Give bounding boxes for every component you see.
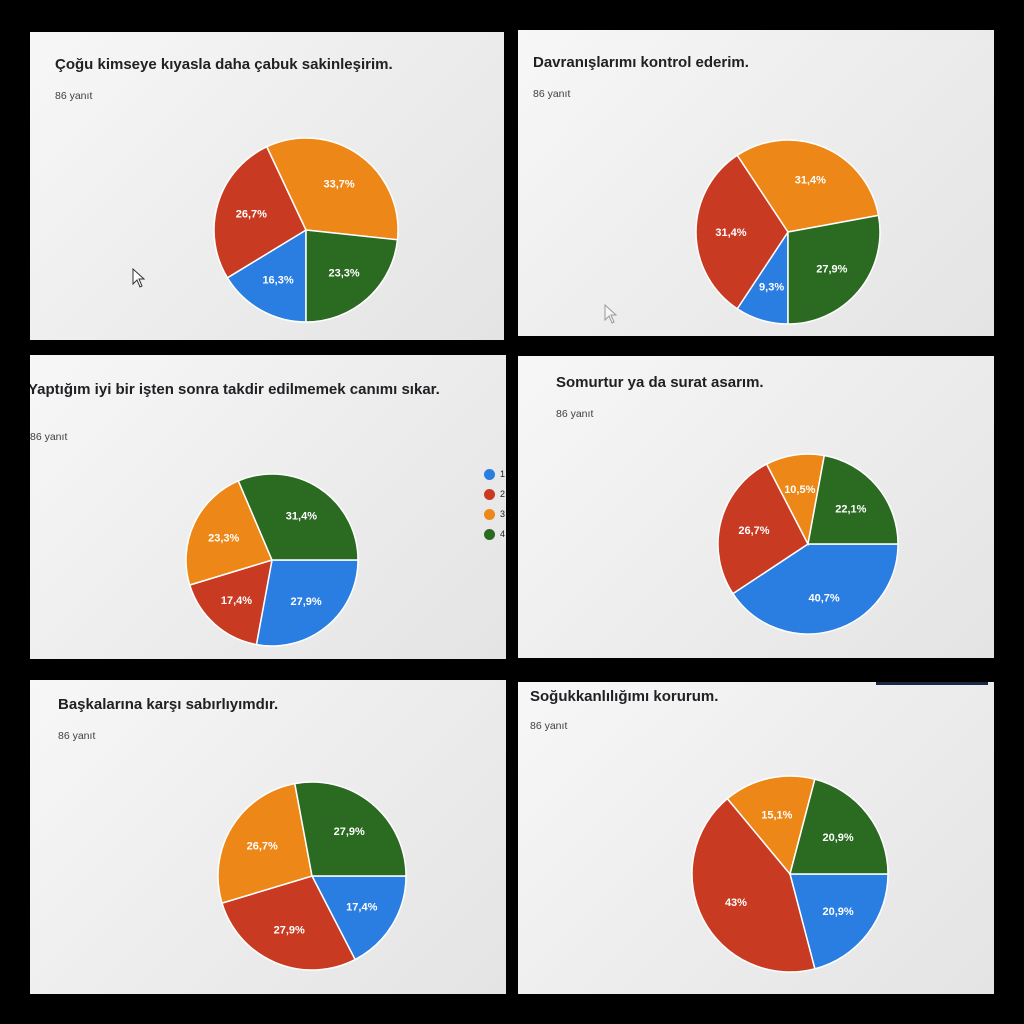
- pie-slice-4: [789, 778, 889, 875]
- pie-slice-2: [717, 463, 809, 595]
- slice-label-1: 17,4%: [346, 901, 377, 913]
- chart-title: Somurtur ya da surat asarım.: [556, 374, 764, 391]
- pie-slice-1: [255, 559, 359, 647]
- response-count: 86 yanıt: [58, 730, 96, 742]
- chart-title: Yaptığım iyi bir işten sonra takdir edil…: [30, 381, 440, 398]
- slice-label-2: 17,4%: [221, 595, 252, 607]
- slice-label-4: 22,1%: [835, 503, 866, 515]
- mouse-cursor-icon: [604, 304, 618, 324]
- chart-panel-4: Somurtur ya da surat asarım. 86 yanıt 40…: [518, 356, 994, 658]
- pie-slice-2: [188, 558, 273, 646]
- pie-slice-2: [691, 797, 816, 973]
- legend-swatch-2: [484, 489, 495, 500]
- chart-title: Çoğu kimseye kıyasla daha çabuk sakinleş…: [55, 56, 393, 73]
- pie-slice-3: [185, 479, 274, 586]
- pie-slice-4: [807, 454, 899, 545]
- slice-label-1: 40,7%: [808, 592, 839, 604]
- pie-slice-4: [293, 781, 407, 877]
- slice-label-1: 20,9%: [823, 906, 854, 918]
- pie-slice-4: [787, 214, 881, 325]
- slice-label-1: 27,9%: [291, 596, 322, 608]
- slice-label-4: 31,4%: [286, 511, 317, 523]
- response-count: 86 yanıt: [556, 408, 594, 420]
- slice-label-3: 15,1%: [761, 810, 792, 822]
- chart-panel-3: Yaptığım iyi bir işten sonra takdir edil…: [30, 355, 506, 659]
- window-edge-bar: [876, 682, 988, 685]
- chart-panel-1: Çoğu kimseye kıyasla daha çabuk sakinleş…: [30, 32, 504, 340]
- slice-label-2: 27,9%: [274, 925, 305, 937]
- pie-slice-1: [226, 228, 307, 323]
- slice-label-3: 23,3%: [208, 532, 239, 544]
- slice-label-4: 23,3%: [329, 267, 360, 279]
- legend-label-4: 4: [500, 529, 506, 539]
- pie-chart: 27,9% 17,4% 23,3% 31,4%: [185, 473, 359, 647]
- chart-panel-6: Soğukkanlılığımı korurum. 86 yanıt 20,9%…: [518, 682, 994, 994]
- slice-label-4: 27,9%: [334, 826, 365, 838]
- legend-label-3: 3: [500, 509, 506, 519]
- slice-label-3: 10,5%: [784, 484, 815, 496]
- pie-slice-4: [237, 473, 359, 561]
- chart-title: Davranışlarımı kontrol ederim.: [533, 54, 749, 71]
- slice-label-3: 26,7%: [247, 841, 278, 853]
- pie-chart: 20,9% 43% 15,1% 20,9%: [691, 775, 889, 973]
- pie-chart: 16,3% 26,7% 33,7% 23,3%: [213, 137, 399, 323]
- pie-slice-1: [789, 873, 889, 970]
- slice-label-2: 26,7%: [236, 209, 267, 221]
- pie-chart: 40,7% 26,7% 10,5% 22,1%: [717, 453, 899, 635]
- legend-label-2: 2: [500, 489, 506, 499]
- slice-label-4: 20,9%: [823, 832, 854, 844]
- slice-label-3: 31,4%: [795, 175, 826, 187]
- slice-label-1: 16,3%: [262, 275, 293, 287]
- chart-title: Başkalarına karşı sabırlıyımdır.: [58, 696, 279, 713]
- pie-slice-3: [736, 139, 880, 233]
- chart-title: Soğukkanlılığımı korurum.: [530, 688, 719, 705]
- slice-label-2: 26,7%: [738, 525, 769, 537]
- response-count: 86 yanıt: [55, 90, 93, 102]
- legend-label-1: 1: [500, 469, 506, 479]
- pie-slice-3: [265, 137, 399, 241]
- slice-label-4: 27,9%: [816, 263, 847, 275]
- pie-slice-2: [695, 154, 789, 310]
- pie-slice-2: [213, 145, 307, 279]
- slice-label-1: 9,3%: [759, 282, 784, 294]
- slice-label-3: 33,7%: [323, 179, 354, 191]
- mouse-cursor-icon: [132, 268, 146, 288]
- chart-panel-5: Başkalarına karşı sabırlıyımdır. 86 yanı…: [30, 680, 506, 994]
- response-count: 86 yanıt: [533, 88, 571, 100]
- pie-chart: 17,4% 27,9% 26,7% 27,9%: [217, 781, 407, 971]
- response-count: 86 yanıt: [30, 431, 68, 443]
- legend-swatch-3: [484, 509, 495, 520]
- response-count: 86 yanıt: [530, 720, 568, 732]
- legend-swatch-1: [484, 469, 495, 480]
- pie-slice-3: [726, 775, 816, 876]
- pie-slice-2: [221, 875, 357, 971]
- chart-panel-2: Davranışlarımı kontrol ederim. 86 yanıt …: [518, 30, 994, 336]
- slice-label-2: 43%: [725, 897, 747, 909]
- pie-slice-1: [310, 875, 407, 961]
- pie-slice-4: [305, 229, 399, 323]
- pie-slice-3: [217, 782, 313, 905]
- pie-chart: 9,3% 31,4% 31,4% 27,9%: [695, 139, 881, 325]
- legend-swatch-4: [484, 529, 495, 540]
- slice-label-2: 31,4%: [715, 227, 746, 239]
